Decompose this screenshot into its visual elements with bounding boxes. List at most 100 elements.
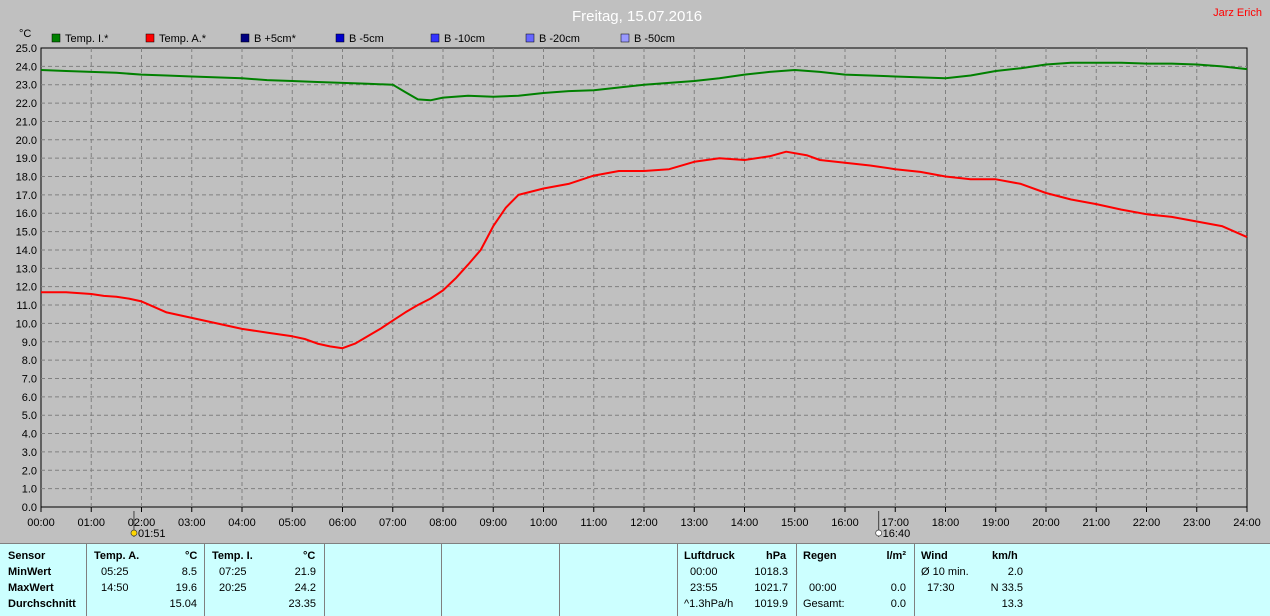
legend-swatch: [335, 33, 345, 43]
temp-a-min-time: 05:25: [101, 566, 129, 578]
luftdruck-r1-value: 1018.3: [754, 566, 788, 578]
y-tick-label: 19.0: [16, 153, 37, 165]
temp-a-min: 8.5: [181, 566, 197, 578]
x-tick-label: 09:00: [479, 517, 507, 529]
regen-column: Regen l/m² 0.0 00:00 Gesamt: 0.0: [797, 544, 915, 616]
x-tick-label: 11:00: [580, 517, 607, 529]
luftdruck-r2-label: 23:55: [690, 582, 718, 594]
x-tick-label: 17:00: [881, 517, 909, 529]
y-axis: 0.0 1.0 2.0 3.0 4.0 5.0 6.0 7.0 8.0 9.0 10.0 11.0 12…: [16, 43, 37, 514]
wind-r2-value: N 33.5: [990, 582, 1023, 594]
min-row-label: MinWert: [8, 566, 52, 578]
x-tick-label: 07:00: [379, 517, 407, 529]
x-tick-label: 20:00: [1032, 517, 1060, 529]
y-tick-label: 17.0: [16, 190, 37, 202]
x-tick-label: 24:00: [1233, 517, 1261, 529]
temperature-chart: Freitag, 15.07.2016 Jarz Erich °C Temp. …: [16, 7, 1262, 540]
legend-swatch: [525, 33, 535, 43]
legend-swatch: [145, 33, 155, 43]
y-tick-label: 8.0: [22, 355, 37, 367]
wind-r1-label: Ø 10 min.: [921, 566, 969, 578]
luftdruck-r3-label: ^1.3hPa/h: [684, 598, 734, 610]
sensor-header: Sensor: [8, 550, 46, 562]
x-tick-label: 13:00: [680, 517, 708, 529]
x-tick-label: 23:00: [1183, 517, 1211, 529]
legend: Temp. I.* Temp. A.* B +5cm* B -5cm B -10cm B …: [51, 33, 675, 45]
y-tick-label: 2.0: [22, 465, 37, 477]
temp-i-unit: °C: [303, 550, 316, 562]
y-tick-label: 24.0: [16, 61, 37, 73]
y-tick-label: 14.0: [16, 245, 37, 257]
temp-i-avg: 23.35: [288, 598, 316, 610]
temp-i-max-time: 20:25: [219, 582, 247, 594]
y-tick-label: 3.0: [22, 447, 37, 459]
x-tick-label: 22:00: [1133, 517, 1161, 529]
temp-a-avg: 15.04: [169, 598, 197, 610]
y-tick-label: 7.0: [22, 373, 37, 385]
empty-column-3: [560, 544, 678, 616]
series-lines: [40, 61, 1248, 350]
x-tick-label: 04:00: [228, 517, 256, 529]
y-tick-label: 25.0: [16, 43, 37, 55]
luftdruck-r2-value: 1021.7: [754, 582, 788, 594]
y-tick-label: 23.0: [16, 80, 37, 92]
wind-r1-value: 2.0: [1007, 566, 1023, 578]
series-line-1: [41, 150, 1248, 350]
temp-a-max-time: 14:50: [101, 582, 129, 594]
legend-label: B -10cm: [444, 33, 485, 45]
temp-i-min-time: 07:25: [219, 566, 247, 578]
regen-header: Regen: [803, 550, 837, 562]
wind-unit: km/h: [992, 550, 1018, 562]
x-tick-label: 01:00: [77, 517, 105, 529]
temp-i-header: Temp. I.: [212, 550, 253, 562]
x-tick-label: 18:00: [932, 517, 960, 529]
temp-i-min: 21.9: [294, 566, 316, 578]
marker-label: 16:40: [883, 528, 911, 540]
luftdruck-unit: hPa: [766, 550, 787, 562]
x-tick-label: 15:00: [781, 517, 809, 529]
x-axis: 00:00 01:00 02:00 03:00 04:00 05:00 06:00 07:00…: [27, 507, 1261, 529]
time-markers: 01:51 16:40: [130, 511, 911, 540]
wind-r3-value: 13.3: [1001, 598, 1023, 610]
temp-i-max: 24.2: [294, 582, 316, 594]
x-tick-label: 00:00: [27, 517, 55, 529]
regen-r3-label: Gesamt:: [803, 598, 845, 610]
temp-i-column: Temp. I. °C 07:25 21.9 20:25 24.2 23.35: [205, 544, 325, 616]
sun-icon: [130, 529, 138, 537]
y-tick-label: 5.0: [22, 410, 37, 422]
sun-icon: [875, 529, 883, 537]
plot-area: [40, 47, 1248, 508]
legend-swatch: [240, 33, 250, 43]
y-tick-label: 4.0: [22, 429, 37, 441]
y-tick-label: 13.0: [16, 263, 37, 275]
grid-lines: [41, 48, 1247, 507]
statistics-panel: Sensor MinWert MaxWert Durchschnitt Temp…: [0, 543, 1270, 616]
y-tick-label: 12.0: [16, 282, 37, 294]
chart-title: Freitag, 15.07.2016: [572, 8, 702, 25]
wind-header: Wind: [921, 550, 948, 562]
y-tick-label: 15.0: [16, 227, 37, 239]
x-tick-label: 02:00: [128, 517, 156, 529]
y-tick-label: 0.0: [22, 502, 37, 514]
temp-a-header: Temp. A.: [94, 550, 140, 562]
sensor-column: Sensor MinWert MaxWert Durchschnitt: [0, 544, 87, 616]
x-tick-label: 06:00: [329, 517, 357, 529]
y-tick-label: 6.0: [22, 392, 37, 404]
y-tick-label: 9.0: [22, 337, 37, 349]
temp-a-unit: °C: [185, 550, 198, 562]
y-tick-label: 21.0: [16, 116, 37, 128]
max-row-label: MaxWert: [8, 582, 54, 594]
series-line-0: [40, 61, 1248, 102]
legend-label: Temp. A.*: [159, 33, 207, 45]
x-tick-label: 08:00: [429, 517, 457, 529]
empty-column-1: [325, 544, 442, 616]
x-tick-label: 19:00: [982, 517, 1010, 529]
author-label: Jarz Erich: [1213, 7, 1262, 19]
temp-a-max: 19.6: [175, 582, 197, 594]
temp-a-column: Temp. A. °C 05:25 8.5 14:50 19.6 15.04: [87, 544, 205, 616]
y-tick-label: 22.0: [16, 98, 37, 110]
x-tick-label: 12:00: [630, 517, 658, 529]
wind-column: Wind km/h Ø 10 min. 2.0 17:30 N 33.5 13.…: [915, 544, 1270, 616]
avg-row-label: Durchschnitt: [8, 598, 76, 610]
x-tick-label: 10:00: [530, 517, 558, 529]
